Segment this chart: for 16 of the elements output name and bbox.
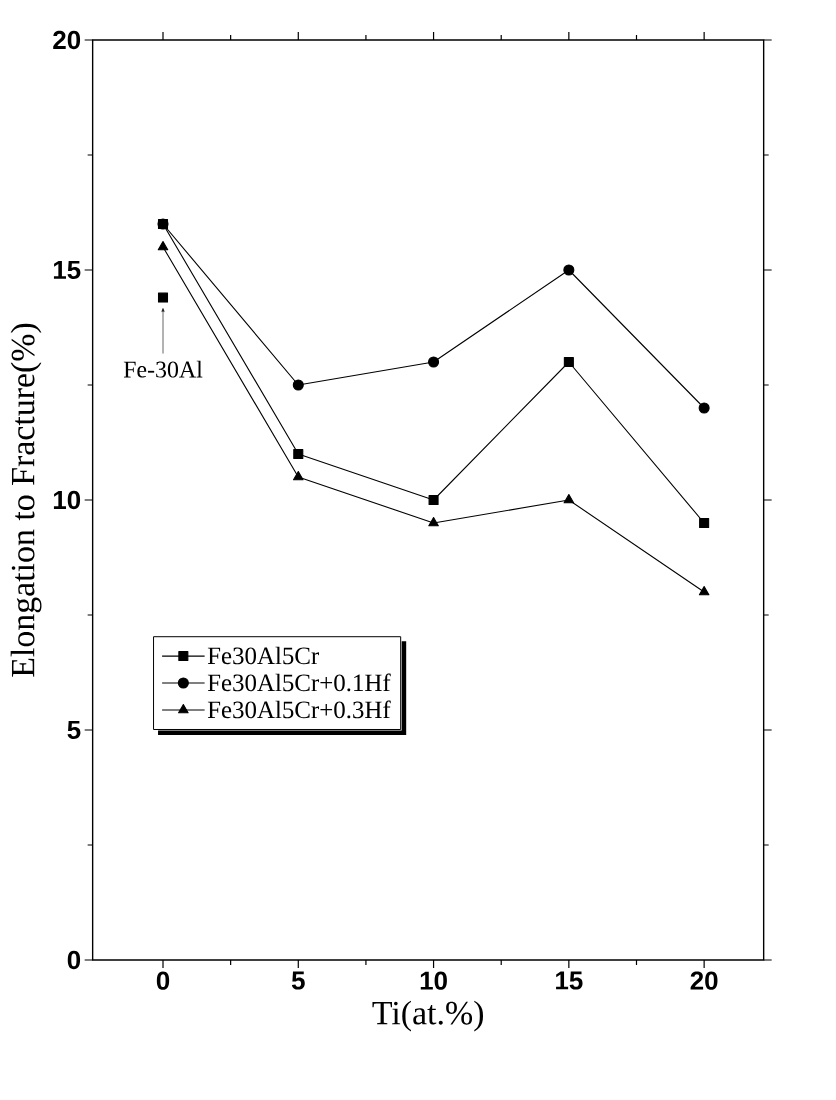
x-tick-label: 0 bbox=[156, 971, 170, 990]
legend-label: Fe30Al5Cr+0.1Hf bbox=[207, 673, 391, 692]
x-tick-label: 15 bbox=[556, 971, 583, 990]
annotation: Fe-30Al bbox=[123, 360, 203, 378]
y-tick-label: 5 bbox=[67, 720, 81, 740]
y-tick-label: 15 bbox=[53, 260, 81, 280]
x-tick-label: 5 bbox=[291, 971, 305, 990]
y-tick-label: 10 bbox=[53, 490, 81, 510]
x-tick-label: 20 bbox=[690, 971, 718, 990]
y-tick-label: 20 bbox=[53, 30, 81, 50]
y-tick-label: 0 bbox=[67, 950, 81, 970]
x-tick-label: 10 bbox=[420, 971, 447, 990]
legend-label: Fe30Al5Cr+0.3Hf bbox=[207, 700, 391, 719]
x-axis-title: Ti(at.%) bbox=[372, 1000, 483, 1032]
y-axis-title: Elongation to Fracture(%) bbox=[10, 323, 42, 677]
legend-label: Fe30Al5Cr bbox=[207, 646, 320, 665]
